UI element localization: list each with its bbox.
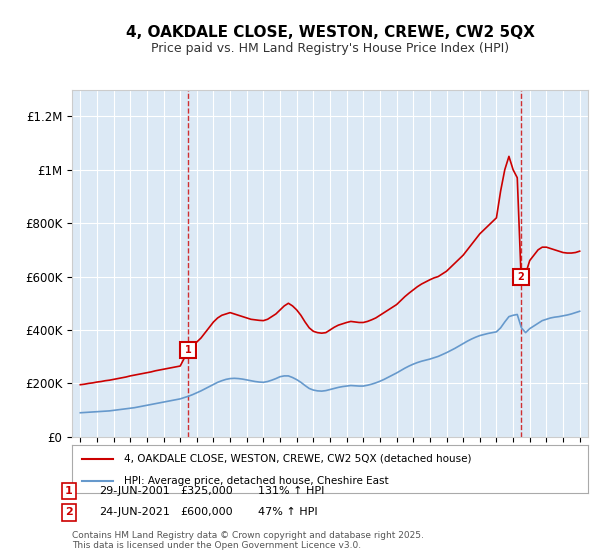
Text: 2: 2 bbox=[518, 272, 524, 282]
Text: HPI: Average price, detached house, Cheshire East: HPI: Average price, detached house, Ches… bbox=[124, 476, 388, 486]
Text: 1: 1 bbox=[185, 345, 192, 355]
Text: Price paid vs. HM Land Registry's House Price Index (HPI): Price paid vs. HM Land Registry's House … bbox=[151, 42, 509, 55]
Text: £325,000: £325,000 bbox=[180, 486, 233, 496]
Text: 29-JUN-2001: 29-JUN-2001 bbox=[99, 486, 170, 496]
Text: 24-JUN-2021: 24-JUN-2021 bbox=[99, 507, 170, 517]
Text: 2: 2 bbox=[65, 507, 73, 517]
Text: 1: 1 bbox=[65, 486, 73, 496]
Text: 131% ↑ HPI: 131% ↑ HPI bbox=[258, 486, 325, 496]
Text: Contains HM Land Registry data © Crown copyright and database right 2025.
This d: Contains HM Land Registry data © Crown c… bbox=[72, 530, 424, 550]
Text: 47% ↑ HPI: 47% ↑ HPI bbox=[258, 507, 317, 517]
Text: 4, OAKDALE CLOSE, WESTON, CREWE, CW2 5QX (detached house): 4, OAKDALE CLOSE, WESTON, CREWE, CW2 5QX… bbox=[124, 454, 471, 464]
Text: 4, OAKDALE CLOSE, WESTON, CREWE, CW2 5QX: 4, OAKDALE CLOSE, WESTON, CREWE, CW2 5QX bbox=[125, 25, 535, 40]
Text: £600,000: £600,000 bbox=[180, 507, 233, 517]
